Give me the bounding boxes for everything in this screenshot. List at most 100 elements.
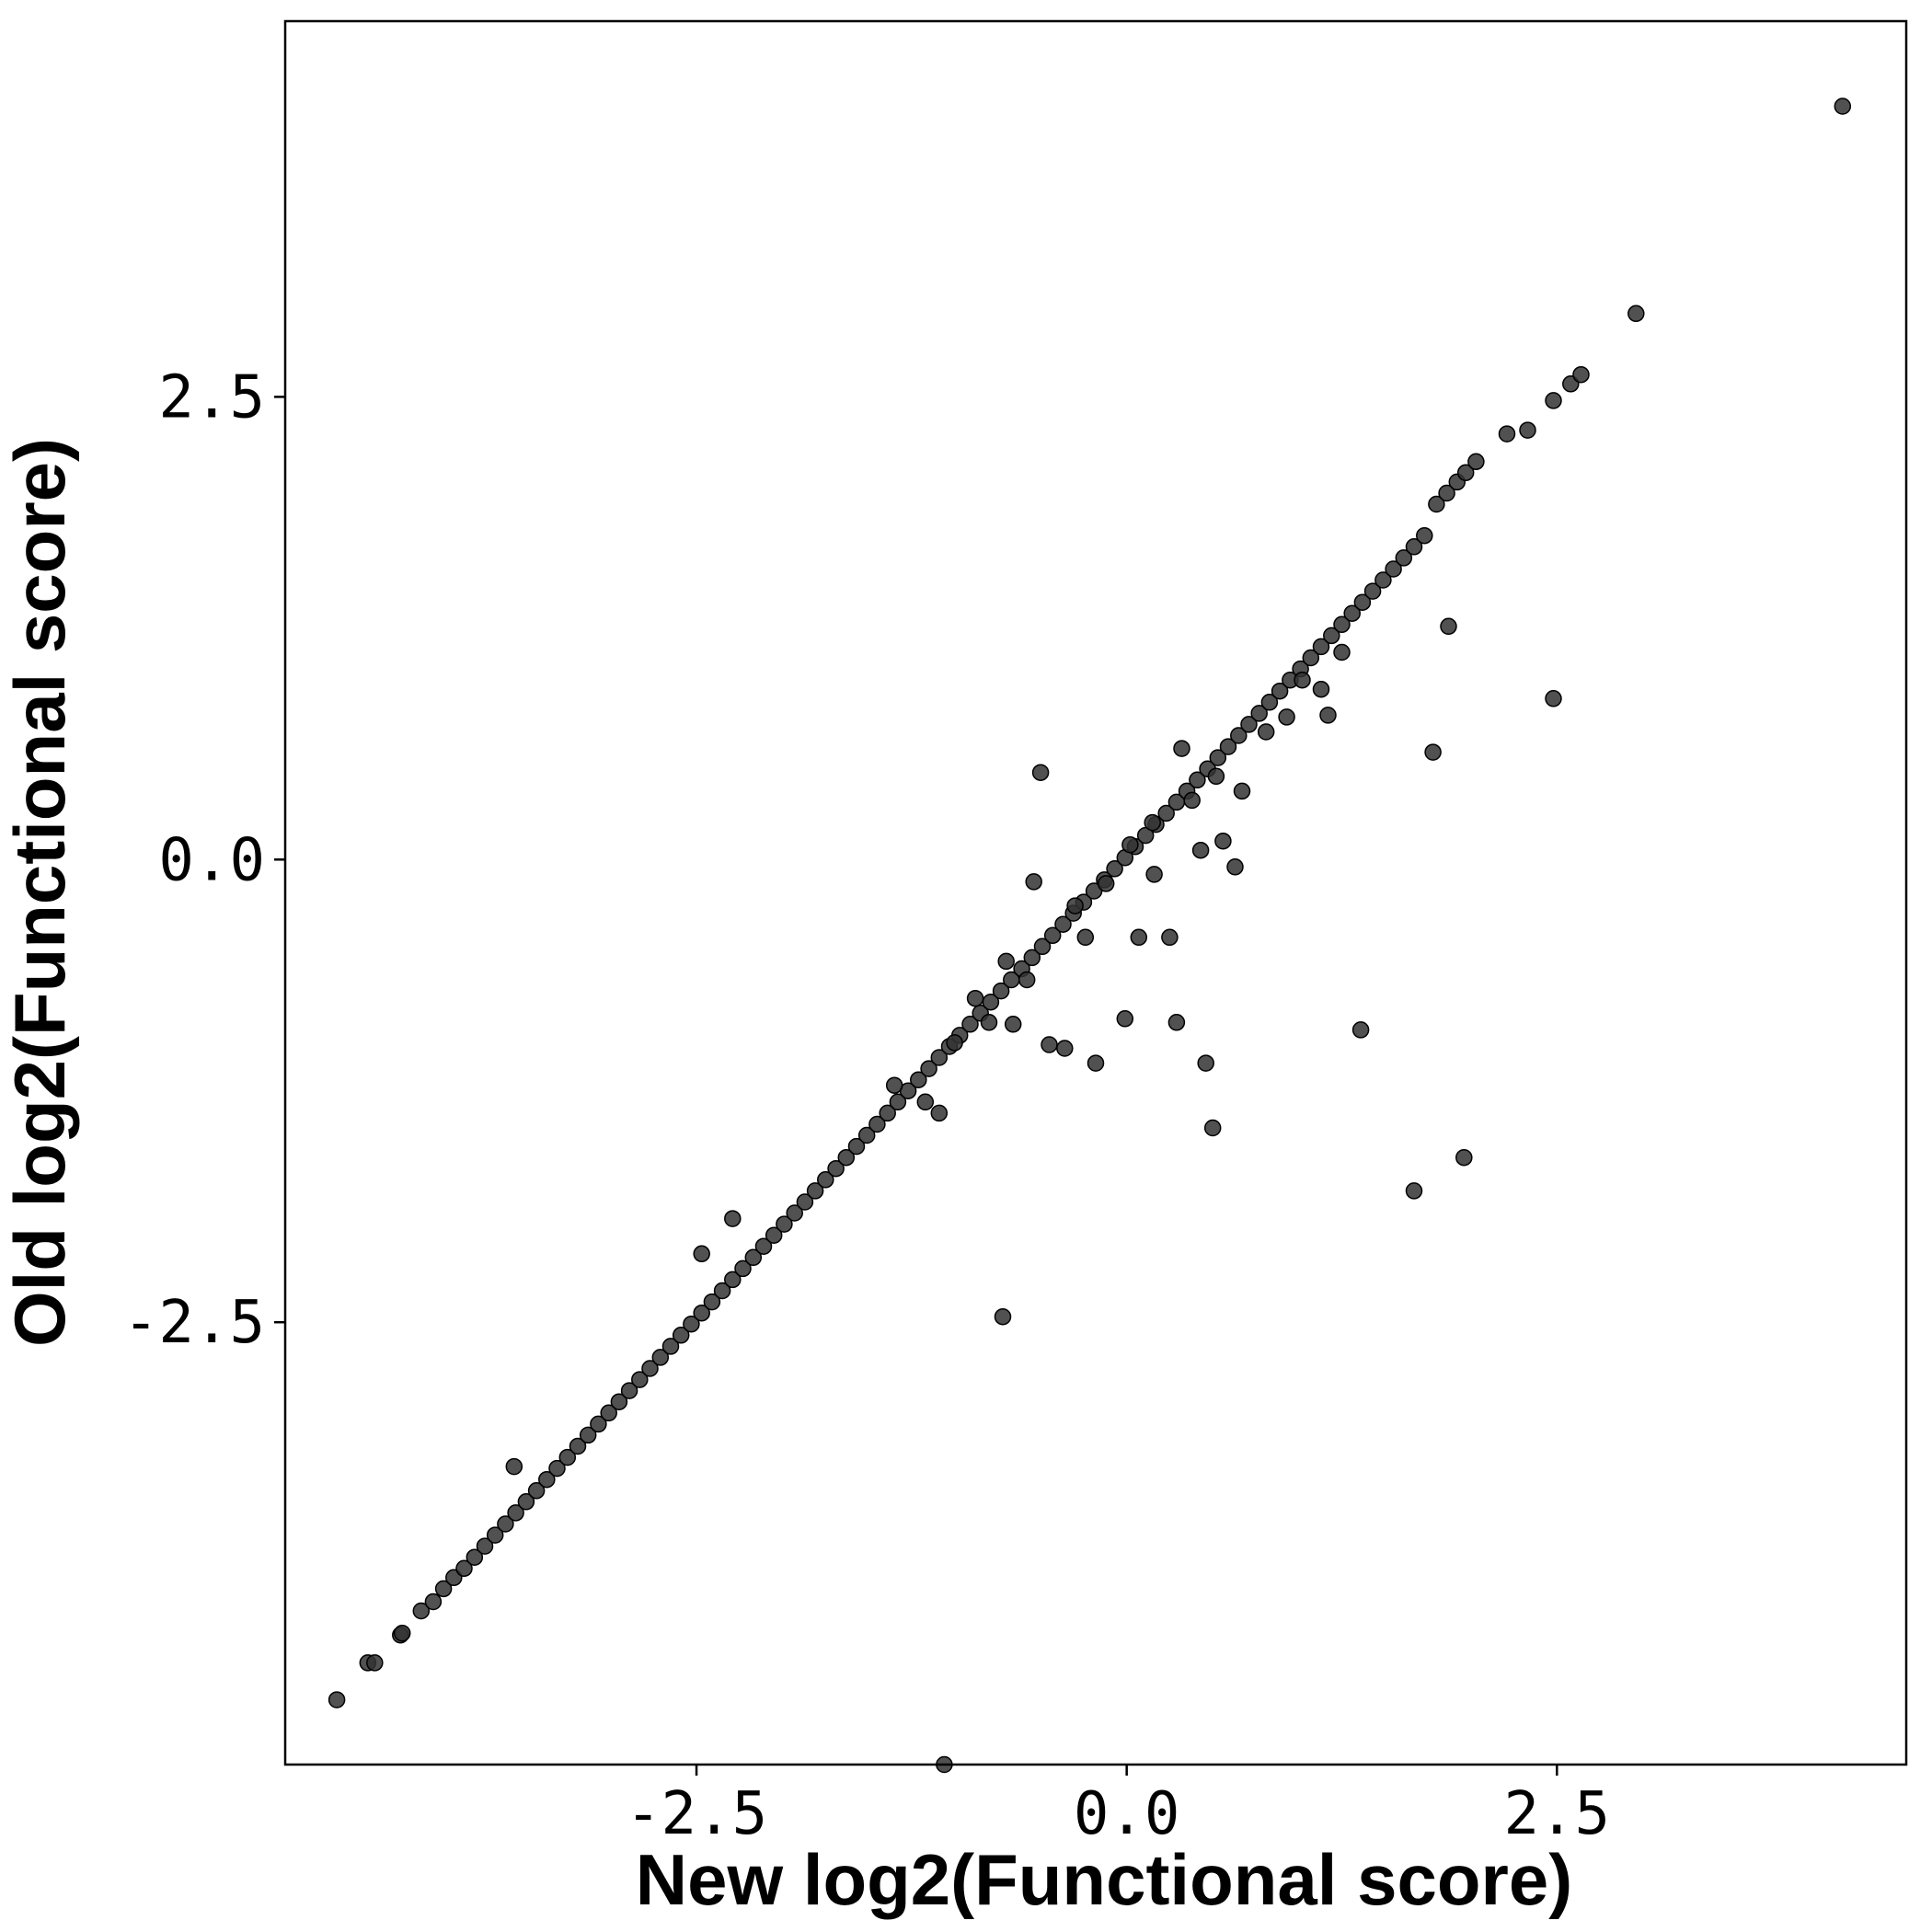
data-point bbox=[966, 989, 984, 1007]
data-point bbox=[393, 1624, 411, 1642]
data-point bbox=[1278, 708, 1295, 726]
data-point bbox=[1145, 866, 1163, 883]
y-tick-label: -2.5 bbox=[123, 1289, 265, 1357]
data-point bbox=[1004, 1016, 1022, 1033]
data-point bbox=[806, 1182, 824, 1200]
data-point bbox=[569, 1437, 587, 1455]
data-point bbox=[1374, 571, 1392, 589]
data-point bbox=[1144, 813, 1161, 832]
data-point bbox=[1260, 694, 1279, 711]
data-point bbox=[1545, 690, 1562, 707]
data-point bbox=[1240, 716, 1258, 733]
data-point bbox=[1106, 860, 1123, 878]
data-point bbox=[734, 1259, 752, 1278]
data-point bbox=[1319, 707, 1337, 724]
data-point bbox=[1395, 549, 1413, 567]
data-point bbox=[1183, 791, 1201, 810]
data-point bbox=[1353, 593, 1372, 611]
data-point bbox=[1207, 767, 1225, 786]
data-point bbox=[1627, 305, 1645, 323]
data-point bbox=[1191, 841, 1210, 859]
y-tick-label: 2.5 bbox=[158, 363, 265, 431]
data-point bbox=[1250, 705, 1268, 722]
data-point bbox=[1302, 649, 1320, 667]
data-point bbox=[837, 1148, 856, 1167]
data-point bbox=[590, 1415, 607, 1433]
data-point bbox=[1054, 915, 1072, 933]
y-axis-title: Old log2(Functional score) bbox=[0, 438, 80, 1347]
data-point bbox=[476, 1537, 494, 1555]
data-point bbox=[1312, 680, 1330, 698]
data-point bbox=[1167, 1014, 1186, 1031]
data-point bbox=[713, 1282, 731, 1300]
data-point bbox=[1257, 723, 1275, 741]
data-points bbox=[328, 98, 1852, 1774]
data-point bbox=[1097, 875, 1115, 892]
data-point bbox=[1294, 671, 1311, 689]
data-point bbox=[661, 1338, 680, 1355]
data-point bbox=[724, 1210, 742, 1227]
data-point bbox=[1136, 826, 1155, 845]
data-point bbox=[1438, 484, 1455, 502]
data-point bbox=[1018, 971, 1036, 989]
data-point bbox=[1333, 615, 1351, 634]
data-point bbox=[1230, 727, 1248, 744]
x-axis-ticks: -2.5 0.0 2.5 bbox=[626, 1765, 1610, 1848]
data-point bbox=[765, 1226, 783, 1244]
data-point bbox=[1214, 832, 1232, 850]
data-point bbox=[610, 1393, 628, 1410]
x-tick-label: 0.0 bbox=[1074, 1780, 1180, 1848]
data-point bbox=[776, 1215, 793, 1233]
data-point bbox=[1025, 873, 1042, 891]
data-point bbox=[693, 1245, 710, 1263]
data-point bbox=[466, 1548, 484, 1566]
data-point bbox=[961, 1016, 979, 1033]
y-axis-ticks: -2.5 0.0 2.5 bbox=[123, 363, 285, 1357]
data-point bbox=[889, 1093, 907, 1111]
y-tick-label: 0.0 bbox=[158, 826, 265, 894]
data-point bbox=[930, 1104, 949, 1122]
data-point bbox=[1043, 926, 1062, 945]
data-point bbox=[1424, 743, 1442, 761]
data-point bbox=[412, 1602, 431, 1620]
data-point bbox=[497, 1515, 514, 1533]
data-point bbox=[992, 982, 1010, 1000]
data-point bbox=[1312, 638, 1330, 656]
data-point bbox=[868, 1115, 886, 1133]
data-point bbox=[916, 1093, 935, 1111]
data-point bbox=[1351, 1021, 1370, 1039]
x-tick-label: 2.5 bbox=[1503, 1780, 1610, 1848]
data-point bbox=[997, 952, 1015, 971]
data-point bbox=[980, 1014, 998, 1031]
data-point bbox=[1405, 1182, 1423, 1200]
data-point bbox=[1323, 627, 1340, 645]
data-point bbox=[920, 1060, 937, 1077]
data-point bbox=[505, 1457, 523, 1476]
data-point bbox=[1416, 526, 1433, 545]
data-point bbox=[994, 1307, 1012, 1326]
data-point bbox=[1226, 858, 1244, 876]
data-point bbox=[1519, 421, 1536, 439]
data-point bbox=[579, 1426, 597, 1444]
data-point bbox=[672, 1327, 690, 1344]
data-point bbox=[1157, 804, 1175, 822]
data-point bbox=[600, 1404, 617, 1422]
x-tick-label: -2.5 bbox=[626, 1780, 767, 1848]
data-point bbox=[1130, 928, 1148, 947]
data-point bbox=[507, 1504, 524, 1522]
data-point bbox=[1572, 365, 1590, 384]
data-point bbox=[1121, 835, 1139, 854]
data-point bbox=[754, 1237, 773, 1255]
data-point bbox=[1219, 738, 1237, 755]
data-point bbox=[558, 1448, 577, 1466]
data-point bbox=[527, 1482, 546, 1500]
plot-panel-border bbox=[283, 19, 1908, 1766]
data-point bbox=[1209, 749, 1227, 766]
data-point bbox=[885, 1076, 903, 1094]
data-point bbox=[1440, 617, 1457, 636]
data-point bbox=[744, 1248, 763, 1267]
data-point bbox=[1056, 1040, 1074, 1057]
data-point bbox=[879, 1104, 896, 1122]
data-point bbox=[328, 1691, 346, 1708]
